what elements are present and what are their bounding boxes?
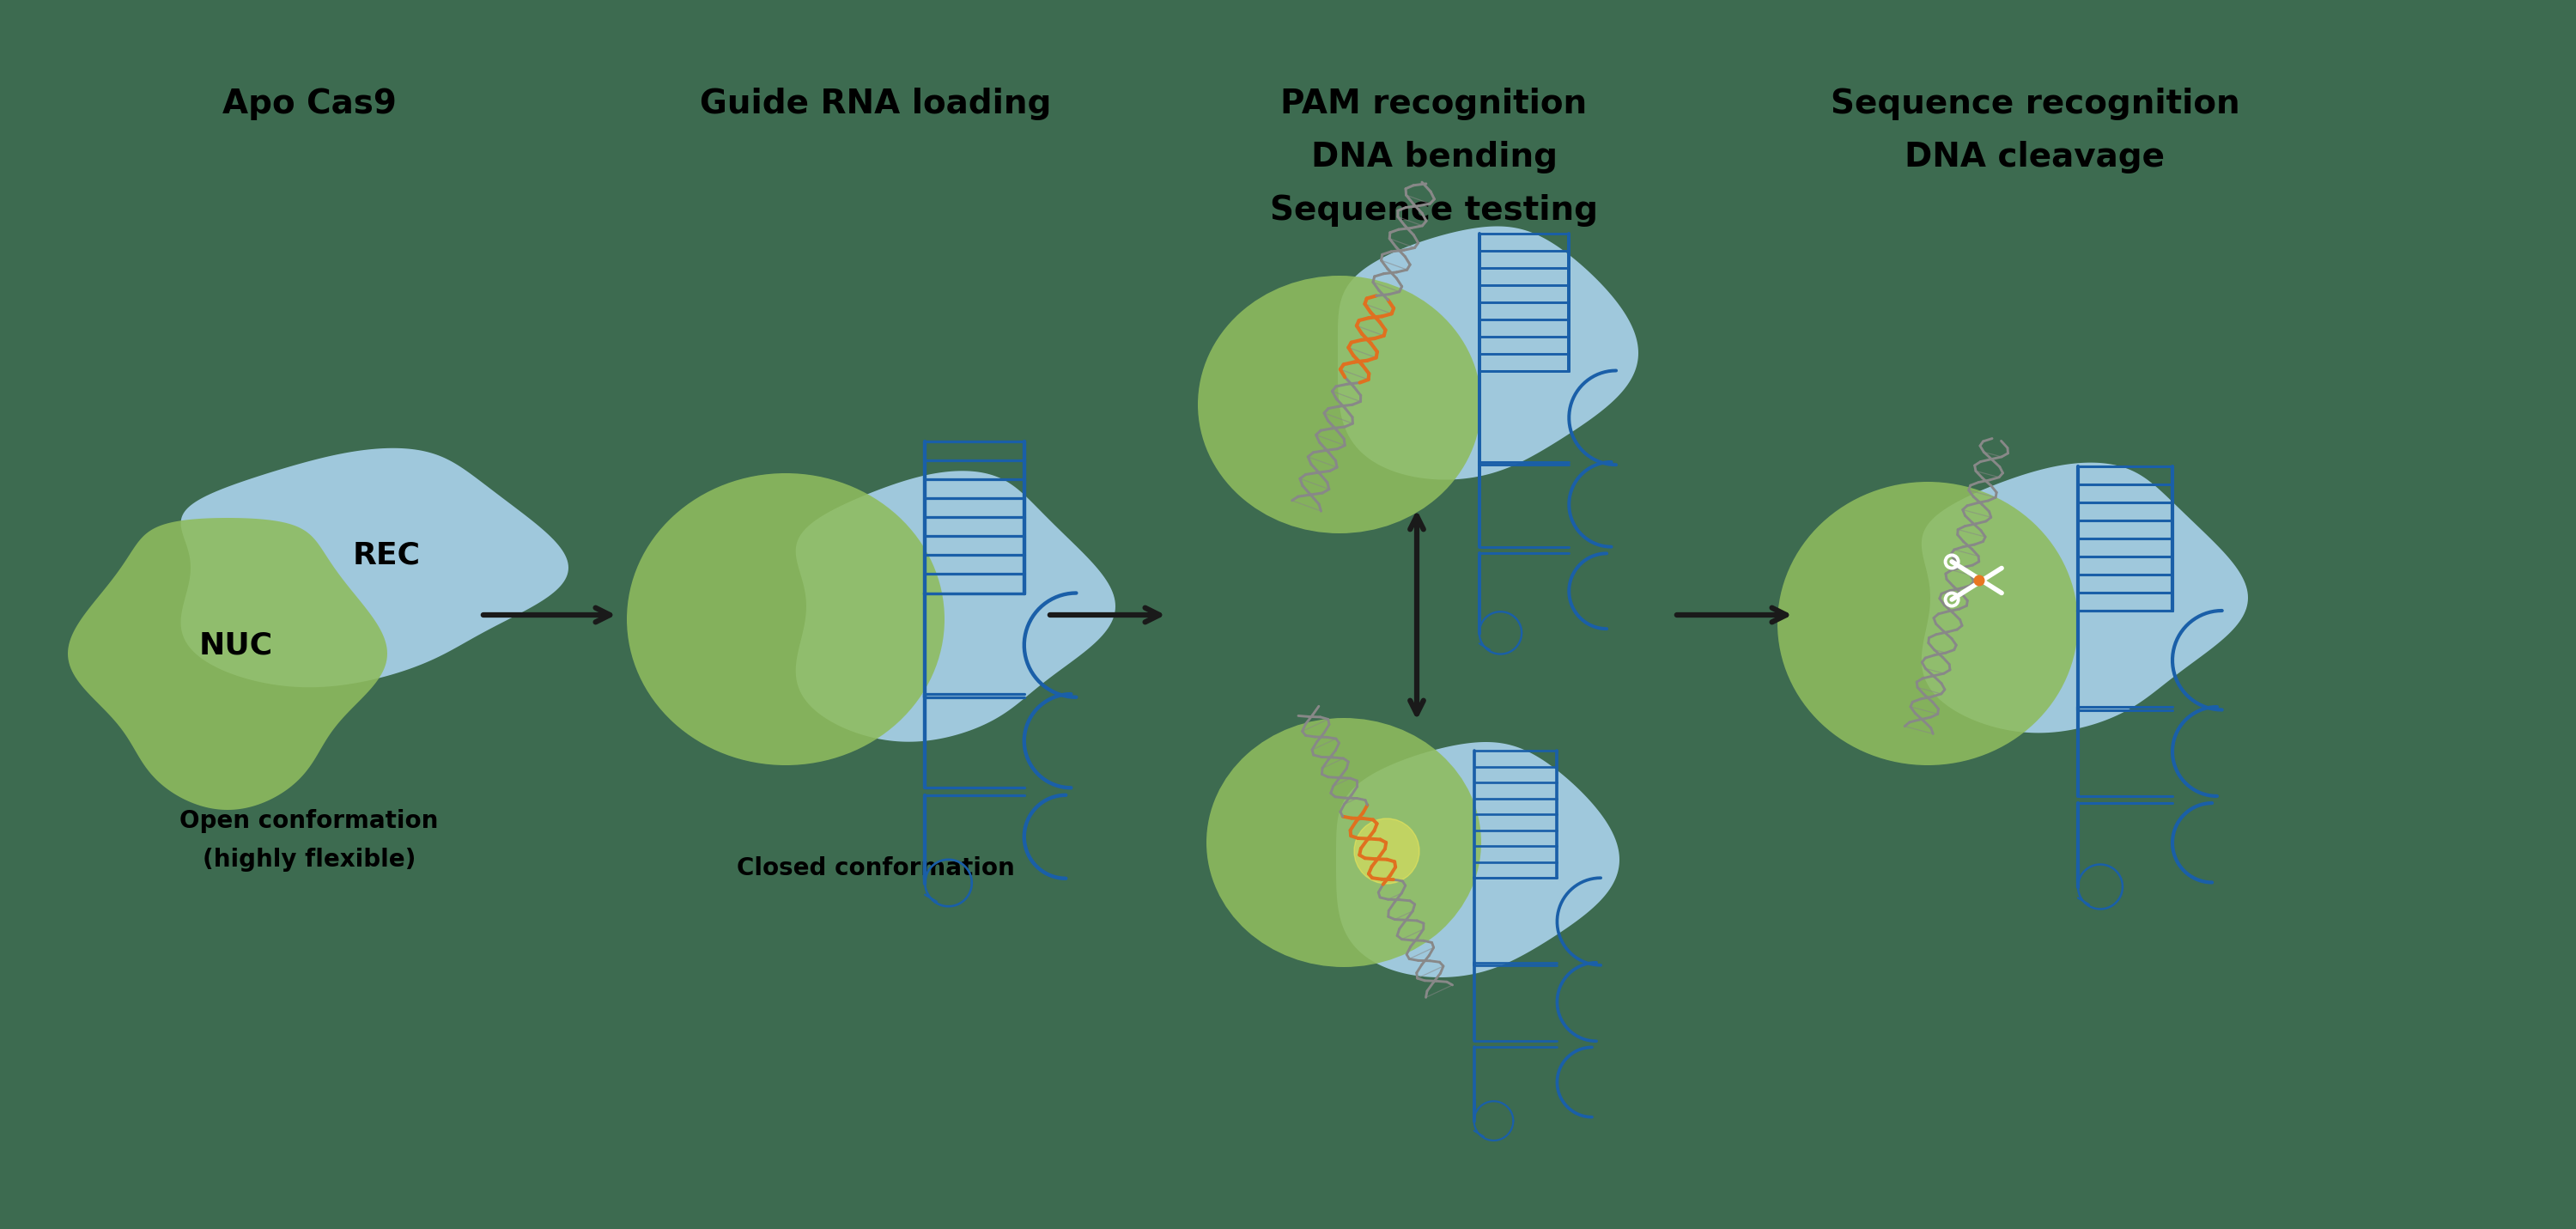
Text: (highly flexible): (highly flexible) xyxy=(204,848,415,871)
Polygon shape xyxy=(180,449,569,687)
Text: Apo Cas9: Apo Cas9 xyxy=(222,87,397,120)
Polygon shape xyxy=(1922,462,2249,732)
Text: PAM recognition: PAM recognition xyxy=(1280,87,1587,120)
Text: Guide RNA loading: Guide RNA loading xyxy=(701,87,1051,120)
Text: NUC: NUC xyxy=(198,630,273,660)
Polygon shape xyxy=(1337,742,1620,977)
Text: DNA bending: DNA bending xyxy=(1311,141,1556,173)
Polygon shape xyxy=(67,517,386,810)
Ellipse shape xyxy=(626,473,945,766)
Text: Open conformation: Open conformation xyxy=(180,809,438,833)
Text: Sequence recognition: Sequence recognition xyxy=(1832,87,2239,120)
Polygon shape xyxy=(1337,226,1638,479)
Ellipse shape xyxy=(1206,718,1481,967)
Text: REC: REC xyxy=(353,541,420,569)
Text: DNA cleavage: DNA cleavage xyxy=(1904,141,2164,173)
Text: Sequence testing: Sequence testing xyxy=(1270,194,1597,226)
Ellipse shape xyxy=(1777,482,2079,766)
Ellipse shape xyxy=(1198,275,1481,533)
Circle shape xyxy=(1355,819,1419,884)
Polygon shape xyxy=(796,471,1115,742)
Circle shape xyxy=(1973,575,1984,585)
Text: Closed conformation: Closed conformation xyxy=(737,857,1015,880)
